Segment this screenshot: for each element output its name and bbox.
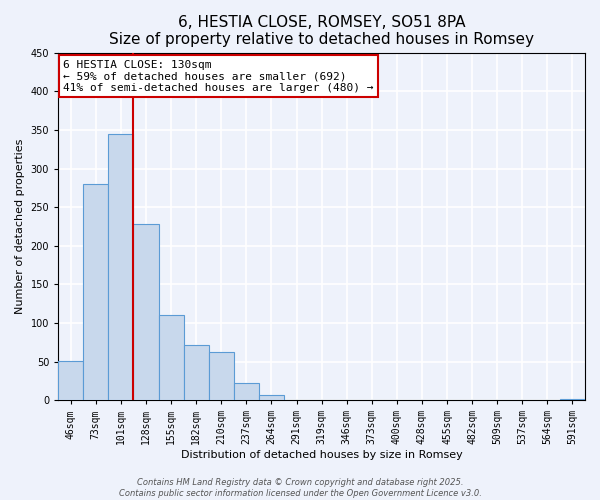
- Bar: [259, 395, 284, 400]
- Title: 6, HESTIA CLOSE, ROMSEY, SO51 8PA
Size of property relative to detached houses i: 6, HESTIA CLOSE, ROMSEY, SO51 8PA Size o…: [109, 15, 534, 48]
- X-axis label: Distribution of detached houses by size in Romsey: Distribution of detached houses by size …: [181, 450, 463, 460]
- Bar: [209, 352, 234, 400]
- Bar: [184, 344, 209, 400]
- Bar: [560, 398, 585, 400]
- Bar: [158, 315, 184, 400]
- Bar: [133, 224, 158, 400]
- Bar: [109, 134, 133, 400]
- Bar: [58, 361, 83, 400]
- Y-axis label: Number of detached properties: Number of detached properties: [15, 139, 25, 314]
- Bar: [83, 184, 109, 400]
- Text: Contains HM Land Registry data © Crown copyright and database right 2025.
Contai: Contains HM Land Registry data © Crown c…: [119, 478, 481, 498]
- Bar: [234, 383, 259, 400]
- Text: 6 HESTIA CLOSE: 130sqm
← 59% of detached houses are smaller (692)
41% of semi-de: 6 HESTIA CLOSE: 130sqm ← 59% of detached…: [64, 60, 374, 93]
